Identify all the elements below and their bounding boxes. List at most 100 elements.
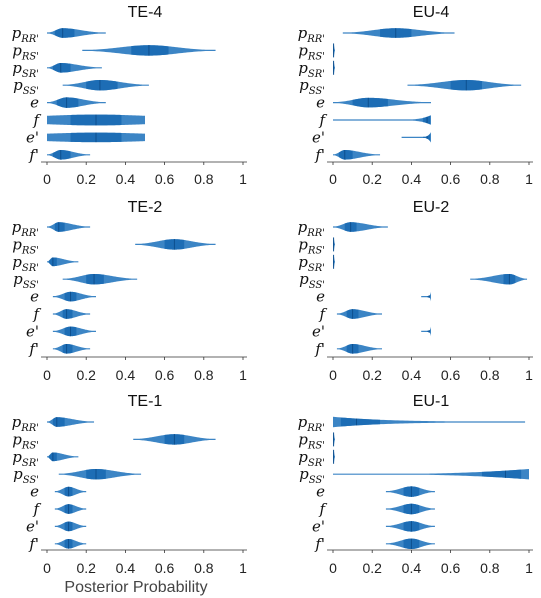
row-label-prime: ': [321, 517, 325, 535]
row-label: e: [30, 483, 39, 501]
violin-iqr-band: [86, 273, 104, 285]
row-label: e': [26, 322, 39, 340]
row-label-base: e: [312, 517, 321, 535]
row-label: pSS': [299, 76, 325, 97]
row-label-base: f: [318, 305, 327, 323]
x-tick-label: 1: [525, 171, 533, 187]
row-label-prime: ': [35, 340, 39, 358]
row-label: e: [316, 288, 325, 306]
x-tick-label: 0.8: [194, 171, 214, 187]
row-label: pRS': [298, 235, 325, 256]
row-label: f: [318, 500, 327, 518]
x-tick-label: 0.2: [362, 171, 382, 187]
row-label-base: p: [298, 41, 308, 59]
row-label: pSS': [13, 465, 39, 486]
row-label-subscript: RS': [21, 440, 39, 451]
row-label-base: f: [314, 340, 323, 358]
row-label-base: e: [26, 322, 35, 340]
row-label-subscript: RS': [21, 245, 39, 256]
row-label-base: f: [318, 111, 327, 129]
row-label: pRS': [12, 235, 39, 256]
row-label-base: e: [30, 483, 39, 501]
row-label: e': [26, 128, 39, 146]
row-label-base: e: [316, 94, 325, 112]
x-tick-label: 0.6: [441, 171, 461, 187]
row-label-base: p: [13, 76, 23, 94]
row-label: pRR': [298, 413, 325, 434]
row-label-prime: ': [321, 535, 325, 553]
violin-eu-1-row-3: [333, 468, 529, 480]
x-tick-label: 0.4: [116, 367, 136, 383]
row-label: pSR': [12, 253, 39, 274]
row-label-base: f: [314, 146, 323, 164]
row-label-base: p: [299, 270, 309, 288]
row-label-subscript: SR': [22, 263, 39, 274]
row-label-subscript: SR': [308, 458, 325, 469]
row-label-base: p: [12, 24, 22, 42]
row-label-subscript: RR': [20, 228, 39, 239]
row-label: e: [316, 94, 325, 112]
violin-eu-2-row-0: [333, 222, 388, 232]
x-tick-label: 0.6: [155, 560, 175, 576]
row-label: pRS': [12, 41, 39, 62]
row-label-prime: ': [321, 322, 325, 340]
row-label-base: f: [32, 305, 41, 323]
x-tick-label: 0.6: [441, 367, 461, 383]
x-tick-label: 0.6: [155, 171, 175, 187]
row-label-base: f: [32, 500, 41, 518]
row-label: pRR': [12, 218, 39, 239]
row-label-base: p: [298, 253, 308, 271]
row-label: f: [32, 111, 41, 129]
row-label-base: p: [13, 270, 23, 288]
row-label: pRR': [12, 24, 39, 45]
x-axis-label: Posterior Probability: [64, 579, 207, 596]
row-label-subscript: RR': [20, 34, 39, 45]
row-label-base: e: [26, 128, 35, 146]
row-label-prime: ': [35, 517, 39, 535]
x-tick-label: 0.6: [441, 560, 461, 576]
x-tick-label: 0.6: [155, 367, 175, 383]
row-label-base: p: [298, 59, 308, 77]
violin-eu-4-row-5: [333, 115, 431, 125]
panel-title: EU-1: [413, 393, 450, 410]
x-tick-label: 1: [239, 560, 247, 576]
row-label-prime: ': [321, 340, 325, 358]
violin-iqr-band: [340, 417, 381, 427]
row-label-base: p: [12, 218, 22, 236]
row-label: pSR': [12, 448, 39, 469]
violin-eu-4-row-6: [401, 132, 431, 143]
x-tick-label: 0.4: [402, 560, 422, 576]
row-label: e': [312, 322, 325, 340]
violin-te-2-row-0: [47, 222, 91, 232]
row-label-prime: ': [321, 128, 325, 146]
row-label-base: e: [30, 288, 39, 306]
row-label-base: p: [12, 253, 22, 271]
row-label: f': [314, 146, 325, 164]
row-label-subscript: SS': [23, 86, 39, 97]
row-label-base: p: [12, 41, 22, 59]
x-tick-label: 1: [239, 171, 247, 187]
row-label: pRS': [298, 430, 325, 451]
violin-iqr-band: [338, 150, 353, 160]
x-tick-label: 0: [329, 367, 337, 383]
violin-eu-2-row-5: [336, 309, 382, 319]
violin-iqr-band: [62, 309, 73, 319]
x-tick-label: 0.2: [76, 560, 96, 576]
row-label-base: p: [12, 59, 22, 77]
row-label-base: f: [32, 111, 41, 129]
x-tick-label: 1: [525, 560, 533, 576]
row-label-base: p: [298, 235, 308, 253]
row-label-base: p: [298, 24, 308, 42]
row-label: pSS': [13, 76, 39, 97]
row-label: f': [314, 340, 325, 358]
violin-eu-2-row-6: [421, 326, 431, 337]
x-tick-label: 1: [525, 367, 533, 383]
row-label-base: e: [316, 483, 325, 501]
row-label-subscript: SS': [23, 280, 39, 291]
x-tick-label: 0: [43, 560, 51, 576]
row-label: f': [28, 146, 39, 164]
row-label-subscript: RS': [307, 51, 325, 62]
